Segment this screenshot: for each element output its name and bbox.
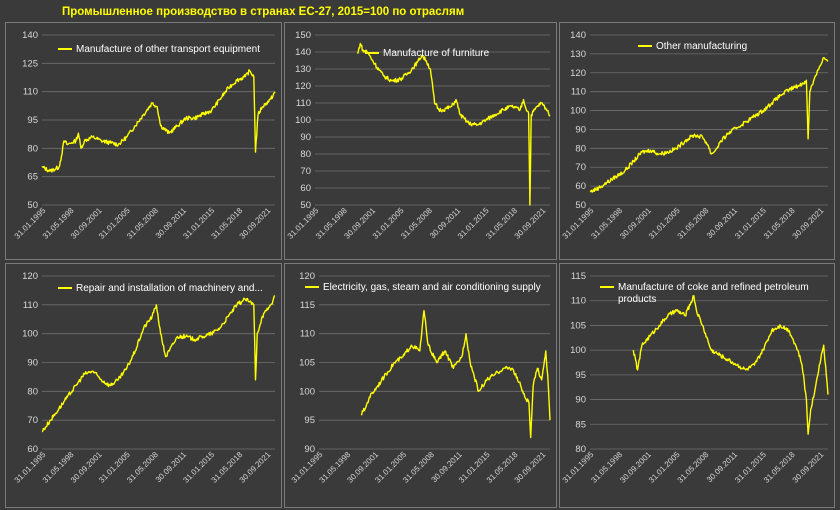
y-tick-label: 110 (296, 98, 311, 109)
y-tick-label: 50 (27, 200, 38, 211)
y-tick-label: 110 (300, 329, 315, 340)
y-tick-label: 120 (295, 81, 311, 92)
x-tick-label: 30.09.2021 (238, 206, 273, 241)
y-tick-label: 85 (575, 419, 586, 430)
y-tick-label: 120 (570, 68, 586, 79)
y-tick-label: 80 (27, 143, 38, 154)
y-tick-label: 95 (304, 415, 315, 426)
y-tick-label: 110 (23, 300, 38, 311)
y-tick-label: 80 (27, 386, 38, 397)
x-tick-label: 30.09.2021 (791, 450, 826, 485)
chart-panel-electricity-gas: 90 95 100 105 110 115 120 31.01.1995 31.05.1998 3… (284, 263, 557, 508)
series-line (589, 57, 829, 193)
y-tick-label: 100 (22, 329, 38, 340)
y-tick-label: 140 (570, 30, 586, 41)
y-tick-label: 110 (571, 87, 586, 98)
y-tick-label: 90 (27, 358, 38, 369)
legend-label: Manufacture of coke and refined petroleu… (618, 282, 809, 293)
y-tick-label: 115 (300, 300, 315, 311)
chart-svg: 909510010511011512031.01.199531.05.19983… (290, 271, 551, 485)
chart-panel-other-manufacturing: 50 60 70 80 90 100 110 120 130 140 31.01.1995 31.05… (559, 22, 835, 260)
legend-label: Manufacture of furniture (383, 48, 490, 59)
y-tick-label: 80 (300, 149, 311, 160)
y-tick-label: 95 (27, 115, 38, 126)
series-line (41, 295, 276, 433)
y-tick-label: 120 (299, 271, 315, 282)
chart-panel-repair-installation: 60 70 80 90 100 110 120 31.01.1995 31.05.1998 30.… (5, 263, 282, 508)
legend-label: Manufacture of other transport equipment (76, 44, 260, 55)
legend-label: products (618, 294, 656, 305)
chart-svg: 6070809010011012031.01.199531.05.199830.… (13, 271, 276, 485)
chart-svg: 8085909510010511011531.01.199531.05.1998… (561, 271, 829, 485)
y-tick-label: 130 (570, 49, 586, 60)
y-tick-label: 70 (300, 166, 311, 177)
y-tick-label: 90 (575, 124, 586, 135)
y-tick-label: 120 (22, 271, 38, 282)
legend-label: Electricity, gas, steam and air conditio… (323, 282, 541, 293)
y-tick-label: 115 (571, 271, 586, 282)
y-tick-label: 100 (570, 106, 586, 117)
y-tick-label: 110 (571, 296, 586, 307)
y-tick-label: 90 (304, 444, 315, 455)
page-title: Промышленное производство в странах ЕС-2… (62, 6, 465, 18)
series-line (41, 69, 276, 173)
y-tick-label: 60 (575, 181, 586, 192)
y-tick-label: 70 (27, 415, 38, 426)
y-tick-label: 100 (299, 386, 315, 397)
chart-panel-furniture: 50 60 70 80 90 100 110 120 130 140 150 31.01.1995 31… (284, 22, 557, 260)
y-tick-label: 60 (27, 444, 38, 455)
y-tick-label: 90 (300, 132, 311, 143)
x-tick-label: 30.09.2021 (791, 206, 826, 241)
series-line (360, 309, 551, 439)
series-line (632, 295, 829, 435)
y-tick-label: 105 (299, 358, 315, 369)
chart-svg: 506070809010011012013014031.01.199531.05… (561, 30, 829, 241)
y-tick-label: 150 (295, 30, 311, 41)
chart-svg: 506070809010011012013014015031.01.199531… (286, 30, 551, 241)
chart-panel-other-transport: 50 65 80 95 110 125 140 31.01.1995 31.05.1998 30.… (5, 22, 282, 260)
y-tick-label: 95 (575, 370, 586, 381)
x-tick-label: 30.09.2021 (238, 450, 273, 485)
y-tick-label: 125 (22, 58, 38, 69)
y-tick-label: 105 (570, 320, 586, 331)
y-tick-label: 50 (300, 200, 311, 211)
y-tick-label: 50 (575, 200, 586, 211)
legend-label: Other manufacturing (656, 41, 747, 52)
y-tick-label: 130 (295, 64, 311, 75)
y-tick-label: 90 (575, 395, 586, 406)
y-tick-label: 80 (575, 143, 586, 154)
y-tick-label: 60 (300, 183, 311, 194)
chart-panel-coke-petroleum: 80 85 90 95 100 105 110 115 31.01.1995 31.05.1998… (559, 263, 835, 508)
y-tick-label: 140 (22, 30, 38, 41)
y-tick-label: 100 (295, 115, 311, 126)
y-tick-label: 100 (570, 345, 586, 356)
y-tick-label: 65 (27, 172, 38, 183)
chart-svg: 5065809511012514031.01.199531.05.199830.… (13, 30, 276, 241)
legend-label: Repair and installation of machinery and… (76, 283, 263, 294)
x-tick-label: 30.09.2021 (513, 206, 548, 241)
y-tick-label: 80 (575, 444, 586, 455)
y-tick-label: 110 (23, 87, 38, 98)
y-tick-label: 70 (575, 162, 586, 173)
y-tick-label: 140 (295, 47, 311, 58)
series-line (357, 42, 551, 206)
